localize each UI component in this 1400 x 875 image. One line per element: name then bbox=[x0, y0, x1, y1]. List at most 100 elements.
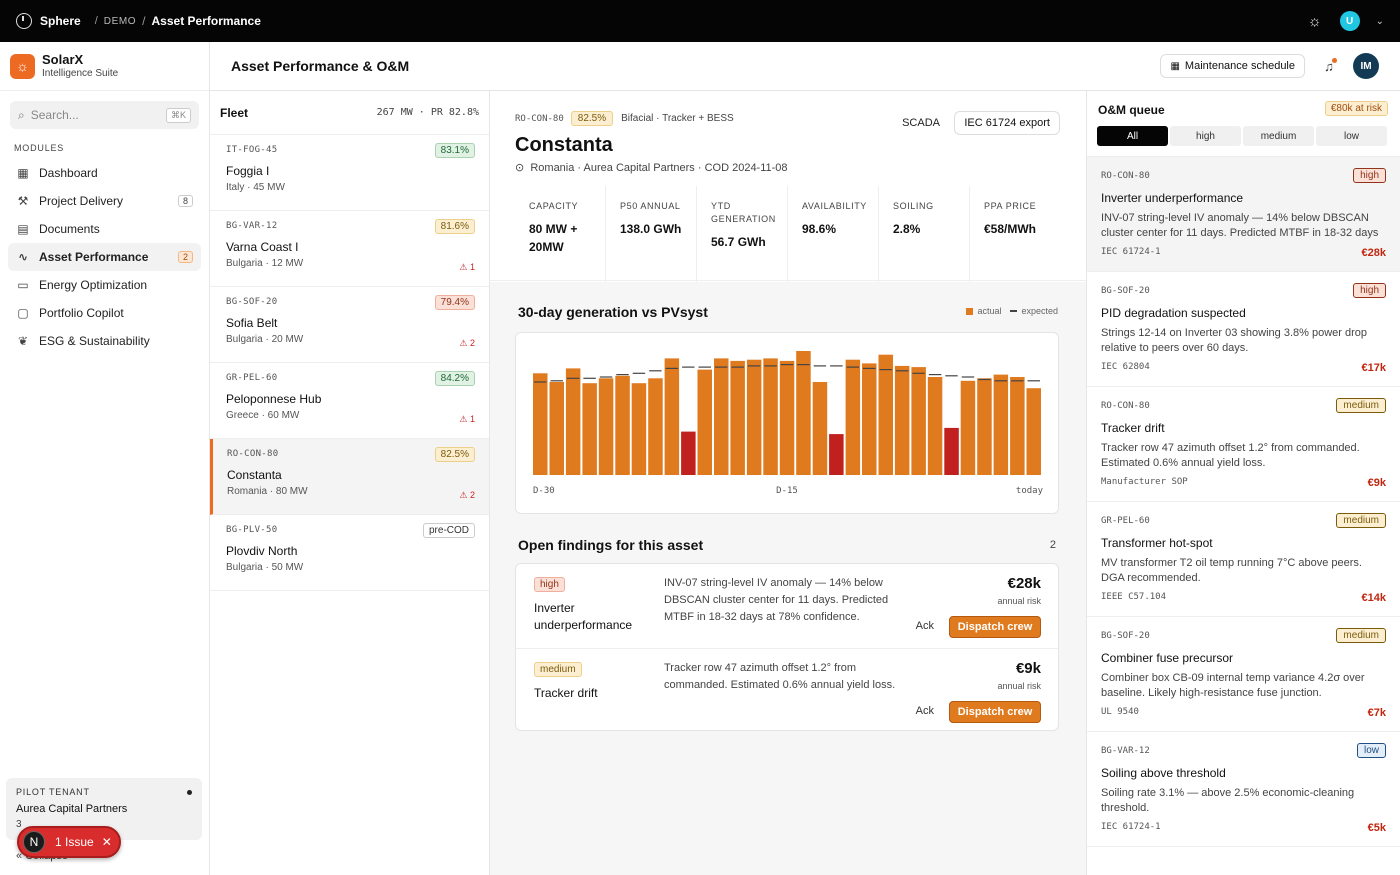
queue-item-code: RO-CON-80 bbox=[1101, 171, 1150, 181]
actual-bar bbox=[894, 365, 910, 475]
tab-all[interactable]: All bbox=[1097, 126, 1168, 146]
asset-tags: Bifacial · Tracker + BESS bbox=[621, 113, 734, 124]
actual-bar bbox=[746, 359, 762, 475]
actual-bar bbox=[944, 427, 959, 475]
sidebar-item-documents[interactable]: ▤ Documents bbox=[8, 215, 201, 243]
finding-severity-badge: high bbox=[534, 577, 565, 592]
sidebar-item-asset-performance[interactable]: ∿ Asset Performance 2 bbox=[8, 243, 201, 271]
fleet-item-code: BG-VAR-12 bbox=[226, 221, 278, 231]
tab-low[interactable]: low bbox=[1316, 126, 1387, 146]
ack-button[interactable]: Ack bbox=[915, 620, 934, 632]
chat-icon: ▢ bbox=[17, 306, 29, 320]
dispatch-crew-button[interactable]: Dispatch crew bbox=[949, 616, 1041, 638]
user-avatar[interactable]: U bbox=[1339, 11, 1360, 31]
chevron-down-icon[interactable]: ⌄ bbox=[1375, 15, 1384, 27]
queue-item-amount: €5k bbox=[1367, 822, 1386, 834]
fleet-list-item[interactable]: BG-PLV-50 Plovdiv North Bulgaria · 50 MW pr… bbox=[210, 515, 489, 591]
issue-toast[interactable]: N 1 Issue ✕ bbox=[17, 826, 121, 858]
sidebar: ☼ SolarX Intelligence Suite ⌕ Search... … bbox=[0, 42, 210, 875]
issue-label[interactable]: 1 Issue bbox=[55, 835, 94, 849]
kpi-p50-annual: P50 ANNUAL 138.0 GWh bbox=[606, 186, 697, 290]
fleet-list-item[interactable]: GR-PEL-60 Peloponnese Hub Greece · 60 MW 84… bbox=[210, 363, 489, 439]
actual-bar bbox=[862, 363, 877, 475]
sidebar-item-energy-optimization[interactable]: ▭ Energy Optimization bbox=[8, 271, 201, 299]
tenant-status-dot bbox=[187, 790, 192, 795]
actual-bar bbox=[779, 360, 795, 475]
kpi-capacity: CAPACITY 80 MW + 20MW bbox=[515, 186, 606, 290]
close-icon[interactable]: ✕ bbox=[101, 835, 112, 849]
sidebar-item-portfolio-copilot[interactable]: ▢ Portfolio Copilot bbox=[8, 299, 201, 327]
fleet-item-name: Constanta bbox=[227, 468, 282, 482]
sidebar-item-project-delivery[interactable]: ⚒ Project Delivery 8 bbox=[8, 187, 201, 215]
dispatch-crew-button[interactable]: Dispatch crew bbox=[949, 701, 1041, 723]
asset-pr-badge: 82.5% bbox=[570, 111, 614, 126]
tenant-label: PILOT TENANT bbox=[16, 787, 90, 797]
sidebar-item-dashboard[interactable]: ▦ Dashboard bbox=[8, 159, 201, 187]
queue-item[interactable]: BG-VAR-12 low Soiling above threshold Soili… bbox=[1087, 732, 1400, 847]
fleet-item-alert-count: 2 bbox=[469, 338, 475, 348]
findings-card: high Inverter underperformance INV-07 stri… bbox=[515, 563, 1059, 731]
findings-count: 2 bbox=[1049, 539, 1056, 551]
fleet-item-code: BG-SOF-20 bbox=[226, 297, 278, 307]
queue-item-amount: €7k bbox=[1367, 707, 1386, 719]
queue-item[interactable]: GR-PEL-60 medium Transformer hot-spot MV tr… bbox=[1087, 502, 1400, 617]
maintenance-schedule-button[interactable]: ▦ Maintenance schedule bbox=[1160, 54, 1305, 78]
queue-item[interactable]: RO-CON-80 medium Tracker drift Tracker row … bbox=[1087, 387, 1400, 502]
queue-item[interactable]: RO-CON-80 high Inverter underperformance IN… bbox=[1087, 157, 1400, 272]
fleet-list: Fleet 267 MW · PR 82.8% IT-FOG-45 Foggia … bbox=[210, 91, 490, 875]
tab-medium[interactable]: medium bbox=[1243, 126, 1314, 146]
queue-item-severity-badge: medium bbox=[1336, 398, 1386, 413]
actual-bar bbox=[615, 375, 630, 475]
queue-item[interactable]: BG-SOF-20 high PID degradation suspected St… bbox=[1087, 272, 1400, 387]
actual-bar bbox=[730, 360, 745, 475]
finding-row: high Inverter underperformance INV-07 stri… bbox=[516, 564, 1058, 648]
theme-toggle-sun-icon[interactable]: ☼ bbox=[1307, 12, 1322, 30]
queue-title: O&M queue bbox=[1098, 103, 1165, 117]
findings-section: Open findings for this asset 2 high Inver… bbox=[490, 514, 1086, 875]
finding-severity-badge: medium bbox=[534, 662, 582, 677]
tenant-meta: 3 bbox=[16, 819, 22, 830]
queue-item-title: PID degradation suspected bbox=[1101, 306, 1246, 320]
queue-item-code: RO-CON-80 bbox=[1101, 401, 1150, 411]
kpi-label: PPA PRICE bbox=[984, 201, 1037, 211]
hammer-icon: ⚒ bbox=[17, 194, 29, 208]
breadcrumb-demo[interactable]: DEMO bbox=[103, 15, 137, 27]
queue-item-code: BG-VAR-12 bbox=[1101, 746, 1150, 756]
scada-link[interactable]: SCADA bbox=[902, 117, 940, 129]
fleet-list-item[interactable]: BG-VAR-12 Varna Coast I Bulgaria · 12 MW 81… bbox=[210, 211, 489, 287]
search-input[interactable]: ⌕ Search... ⌘K bbox=[10, 101, 199, 129]
fleet-item-alerts: ⚠ 2 bbox=[459, 338, 475, 349]
asset-code: RO-CON-80 bbox=[515, 113, 564, 124]
queue-item-code: BG-SOF-20 bbox=[1101, 631, 1150, 641]
sidebar-item-label: Project Delivery bbox=[39, 194, 124, 208]
leaf-icon: ❦ bbox=[17, 334, 29, 348]
fleet-item-alert-count: 1 bbox=[469, 414, 475, 424]
brand-name[interactable]: Sphere bbox=[40, 14, 81, 28]
fleet-item-pr-badge: 79.4% bbox=[434, 295, 475, 310]
fleet-list-item[interactable]: IT-FOG-45 Foggia I Italy · 45 MW 83.1% bbox=[210, 135, 489, 211]
asset-detail: RO-CON-80 82.5% Bifacial · Tracker + BES… bbox=[490, 91, 1086, 875]
location-pin-icon: ⊙ bbox=[515, 162, 525, 174]
user-initials-avatar[interactable]: IM bbox=[1353, 53, 1379, 79]
actual-bar bbox=[977, 378, 992, 475]
queue-item-title: Combiner fuse precursor bbox=[1101, 651, 1234, 665]
queue-item-description: MV transformer T2 oil temp running 7°C a… bbox=[1101, 557, 1362, 584]
chart-title: 30-day generation vs PVsyst bbox=[518, 304, 708, 320]
iec-export-label: IEC 61724 export bbox=[964, 117, 1050, 129]
notification-dot bbox=[1332, 57, 1337, 63]
queue-item-title: Inverter underperformance bbox=[1101, 191, 1244, 205]
fleet-list-item[interactable]: RO-CON-80 Constanta Romania · 80 MW 82.5% ⚠ … bbox=[210, 439, 489, 515]
tab-high[interactable]: high bbox=[1170, 126, 1241, 146]
queue-item-severity-badge: medium bbox=[1336, 628, 1386, 643]
fleet-item-pr-badge: 83.1% bbox=[434, 143, 475, 158]
actual-bar bbox=[1026, 388, 1041, 475]
finding-amount-label: annual risk bbox=[997, 681, 1041, 691]
notifications-bell-icon[interactable]: ♫ bbox=[1319, 57, 1339, 74]
ack-button[interactable]: Ack bbox=[915, 705, 934, 717]
queue-item[interactable]: BG-SOF-20 medium Combiner fuse precursor Co… bbox=[1087, 617, 1400, 732]
sidebar-item-esg-sustainability[interactable]: ❦ ESG & Sustainability bbox=[8, 327, 201, 355]
fleet-list-item[interactable]: BG-SOF-20 Sofia Belt Bulgaria · 20 MW 79.4%… bbox=[210, 287, 489, 363]
iec-export-button[interactable]: IEC 61724 export bbox=[954, 111, 1060, 135]
app-name: SolarX bbox=[42, 52, 84, 67]
queue-item-standard: Manufacturer SOP bbox=[1101, 477, 1188, 487]
